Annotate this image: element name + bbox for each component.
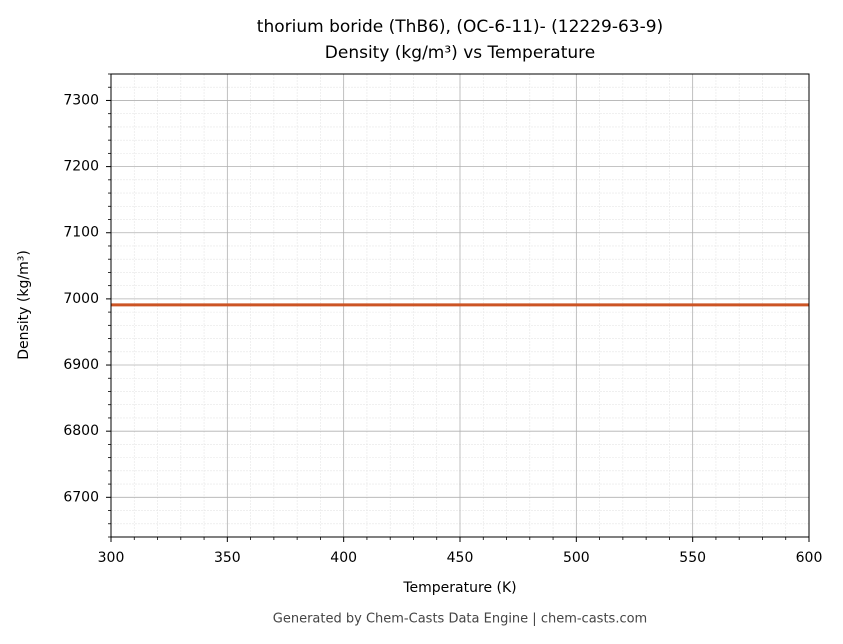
y-tick-label: 7000	[63, 291, 99, 307]
x-tick-label: 500	[563, 550, 590, 566]
y-tick-label: 7100	[63, 225, 99, 241]
chart-title: thorium boride (ThB6), (OC-6-11)- (12229…	[257, 17, 663, 37]
x-axis-title: Temperature (K)	[402, 580, 516, 596]
y-tick-label: 6900	[63, 357, 99, 373]
x-tick-label: 400	[330, 550, 357, 566]
y-tick-label: 6800	[63, 423, 99, 439]
x-tick-label: 550	[679, 550, 706, 566]
x-tick-label: 300	[98, 550, 125, 566]
y-axis-title: Density (kg/m³)	[16, 250, 32, 360]
y-tick-label: 6700	[63, 489, 99, 505]
x-tick-label: 350	[214, 550, 241, 566]
chart-subtitle: Density (kg/m³) vs Temperature	[325, 43, 595, 63]
plot-frame	[110, 73, 810, 538]
footer: Generated by Chem-Casts Data Engine | ch…	[273, 612, 647, 627]
x-tick-label: 450	[447, 550, 474, 566]
x-tick-label: 600	[796, 550, 823, 566]
y-tick-label: 7300	[63, 92, 99, 108]
y-tick-label: 7200	[63, 159, 99, 175]
